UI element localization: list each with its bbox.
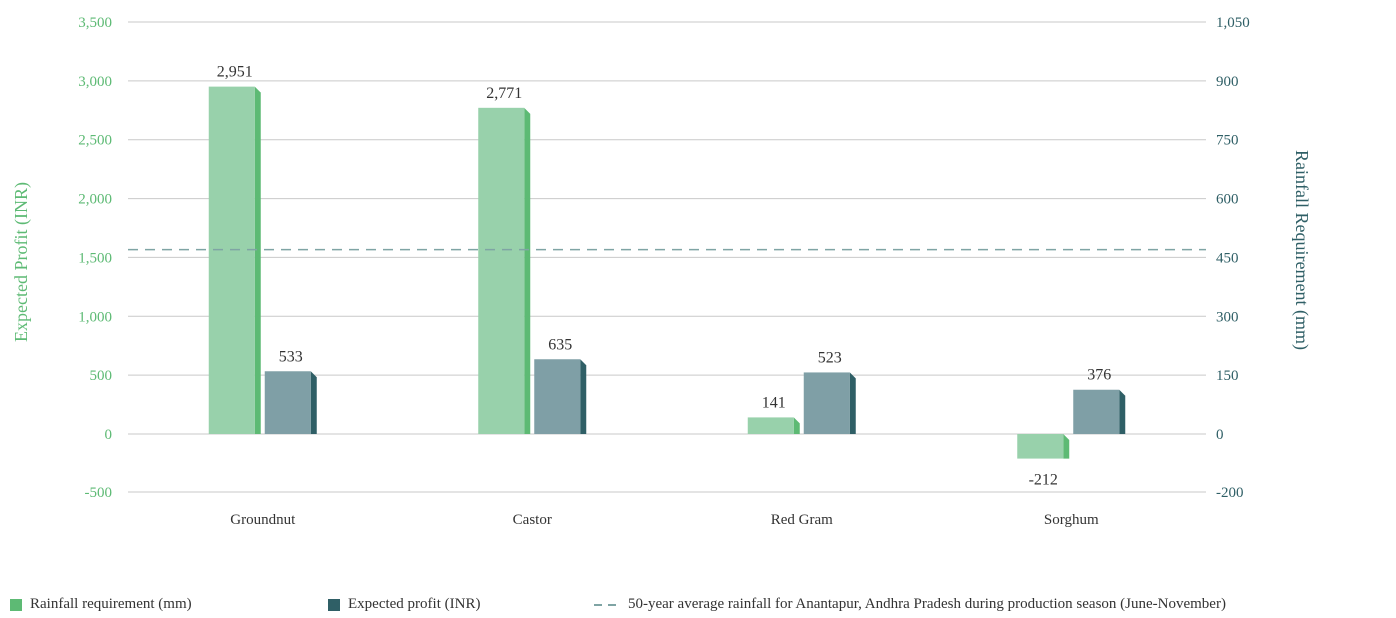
left-axis-tick-label: 2,000 (78, 192, 112, 208)
data-label: 2,771 (486, 85, 522, 102)
bar-rainfall (478, 107, 525, 434)
right-axis-tick-label: 1,050 (1216, 15, 1250, 31)
bar-rainfall (1017, 434, 1064, 459)
left-axis-tick-label: 500 (90, 368, 113, 384)
right-axis-tick-label: 0 (1216, 427, 1224, 443)
left-axis-tick-label: 2,500 (78, 133, 112, 149)
bar-side-rainfall (254, 86, 261, 434)
right-axis-tick-label: -200 (1216, 485, 1244, 501)
legend-item-profit: Expected profit (INR) (328, 596, 480, 613)
bar-side-profit (580, 359, 587, 434)
right-axis-tick-label: 900 (1216, 74, 1239, 90)
legend: Rainfall requirement (mm) Expected profi… (0, 592, 1396, 618)
data-label: 2,951 (217, 64, 253, 81)
bar-rainfall (208, 86, 255, 434)
data-label: -212 (1029, 472, 1058, 489)
legend-swatch-rainfall (10, 598, 22, 611)
data-label: 635 (548, 336, 572, 353)
data-label: 523 (818, 349, 842, 366)
legend-label-profit: Expected profit (INR) (348, 596, 481, 612)
left-axis-tick-label: 1,000 (78, 309, 112, 325)
bar-side-rainfall (524, 107, 531, 434)
data-label: 533 (279, 348, 303, 365)
bar-side-rainfall (793, 417, 800, 434)
left-axis-title: Expected Profit (INR) (11, 182, 32, 342)
right-axis-tick-label: 750 (1216, 133, 1239, 149)
legend-item-rainfall: Rainfall requirement (mm) (10, 596, 192, 613)
right-axis-tick-label: 150 (1216, 368, 1239, 384)
bar-side-profit (849, 372, 856, 434)
left-axis-tick-label: -500 (85, 485, 113, 501)
legend-label-rainfall: Rainfall requirement (mm) (30, 596, 192, 612)
right-axis-tick-label: 450 (1216, 250, 1239, 266)
legend-swatch-average-rainfall (594, 603, 620, 606)
bar-profit (803, 372, 850, 434)
legend-label-average-rainfall: 50-year average rainfall for Anantapur, … (628, 596, 1226, 612)
legend-swatch-profit (328, 598, 340, 611)
data-label: 141 (762, 394, 786, 411)
right-axis-tick-label: 300 (1216, 309, 1239, 325)
left-axis-tick-label: 1,500 (78, 250, 112, 266)
x-axis-category-label: Groundnut (230, 512, 296, 528)
left-axis-tick-label: 0 (105, 427, 113, 443)
left-axis-tick-label: 3,000 (78, 74, 112, 90)
bar-side-rainfall (1063, 434, 1070, 459)
bar-side-profit (310, 371, 317, 434)
right-axis-tick-label: 600 (1216, 192, 1239, 208)
bar-side-profit (1119, 389, 1126, 434)
x-axis-category-label: Red Gram (771, 512, 833, 528)
bar-profit (534, 359, 581, 434)
left-axis-tick-label: 3,500 (78, 15, 112, 31)
bar-rainfall (747, 417, 794, 434)
right-axis-title: Rainfall Requirement (mm) (1291, 150, 1312, 350)
chart-canvas: 3,500 3,000 2,500 2,000 1,500 1,000 500 0 -500 1,… (11, 15, 1312, 528)
x-axis-category-label: Sorghum (1044, 512, 1099, 528)
data-label: 376 (1087, 367, 1111, 384)
legend-item-average-rainfall: 50-year average rainfall for Anantapur, … (594, 596, 1226, 613)
bar-profit (264, 371, 311, 434)
bar-profit (1073, 389, 1120, 434)
x-axis-category-label: Castor (513, 512, 552, 528)
